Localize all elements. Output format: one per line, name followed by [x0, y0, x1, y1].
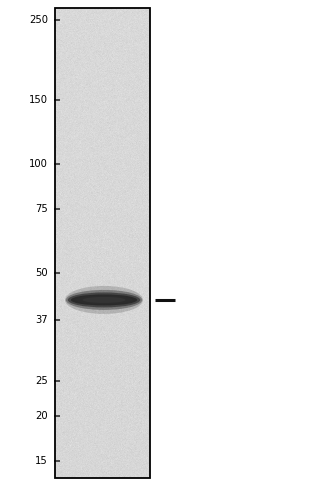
- Text: 15: 15: [35, 456, 48, 467]
- Text: 25: 25: [35, 376, 48, 386]
- Text: 150: 150: [29, 95, 48, 105]
- Ellipse shape: [71, 294, 137, 305]
- Text: 37: 37: [35, 315, 48, 325]
- Ellipse shape: [68, 292, 140, 307]
- Text: 50: 50: [35, 267, 48, 278]
- Bar: [55, 8, 150, 478]
- Ellipse shape: [66, 290, 142, 310]
- Ellipse shape: [76, 296, 132, 304]
- Text: 250: 250: [29, 15, 48, 25]
- Text: 75: 75: [35, 204, 48, 214]
- Text: 20: 20: [35, 411, 48, 421]
- Ellipse shape: [82, 297, 125, 303]
- Ellipse shape: [65, 286, 143, 314]
- Text: 100: 100: [29, 159, 48, 169]
- Text: kDa: kDa: [24, 0, 48, 1]
